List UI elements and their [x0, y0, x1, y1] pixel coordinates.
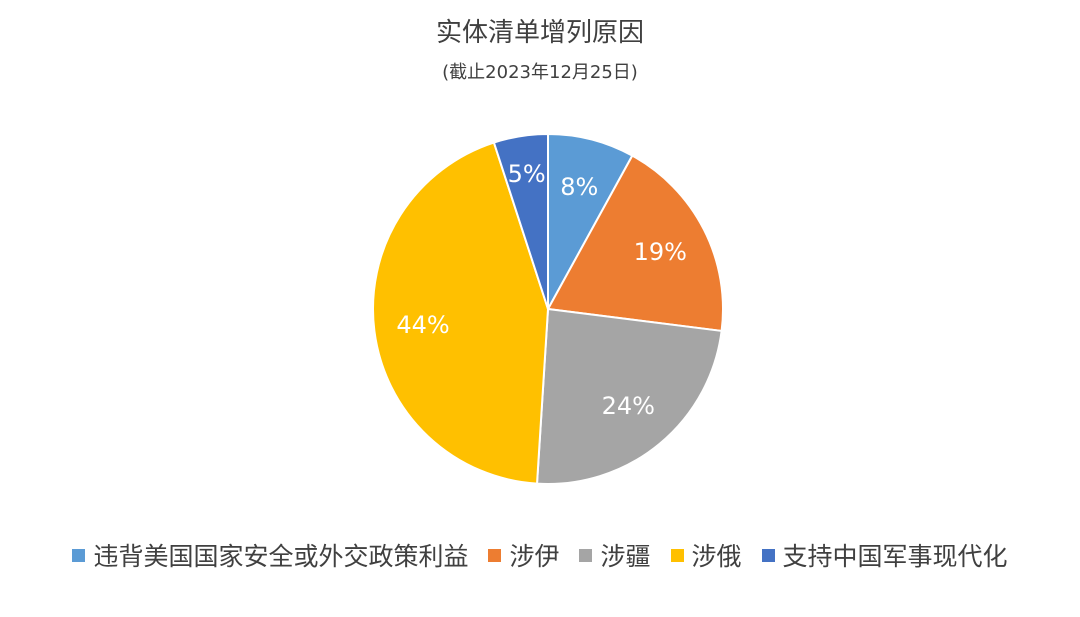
- legend-swatch-icon: [761, 548, 775, 562]
- legend-label: 涉伊: [509, 542, 560, 571]
- data-label: 8%: [560, 173, 598, 201]
- legend-swatch-icon: [670, 548, 684, 562]
- pie-slice: [492, 132, 549, 310]
- legend-label: 涉疆: [600, 542, 651, 571]
- legend-item: 涉伊: [488, 537, 559, 573]
- legend-item: 涉疆: [579, 537, 651, 573]
- legend-item: 支持中国军事现代化: [761, 537, 1008, 573]
- pie-slice: [546, 154, 724, 333]
- data-label: 44%: [396, 311, 449, 339]
- pie-slice: [535, 307, 723, 485]
- chart-title: 实体清单增列原因: [435, 18, 644, 48]
- legend-label: 违背美国国家安全或外交政策利益: [93, 542, 469, 571]
- legend-swatch-icon: [579, 548, 593, 562]
- data-label: 5%: [508, 160, 546, 188]
- legend-label: 涉俄: [691, 542, 742, 571]
- data-label: 24%: [602, 392, 655, 420]
- legend-swatch-icon: [72, 548, 86, 562]
- legend-label: 支持中国军事现代化: [782, 542, 1008, 571]
- legend-item: 涉俄: [670, 537, 742, 573]
- chart-subtitle: (截止2023年12月25日): [442, 62, 638, 83]
- legend-item: 违背美国国家安全或外交政策利益: [72, 537, 468, 573]
- legend: 违背美国国家安全或外交政策利益 涉伊 涉疆 涉俄 支持中国军事现代化: [0, 537, 1080, 573]
- legend-swatch-icon: [488, 548, 502, 562]
- data-label: 19%: [634, 238, 687, 266]
- pie-slice: [371, 141, 550, 485]
